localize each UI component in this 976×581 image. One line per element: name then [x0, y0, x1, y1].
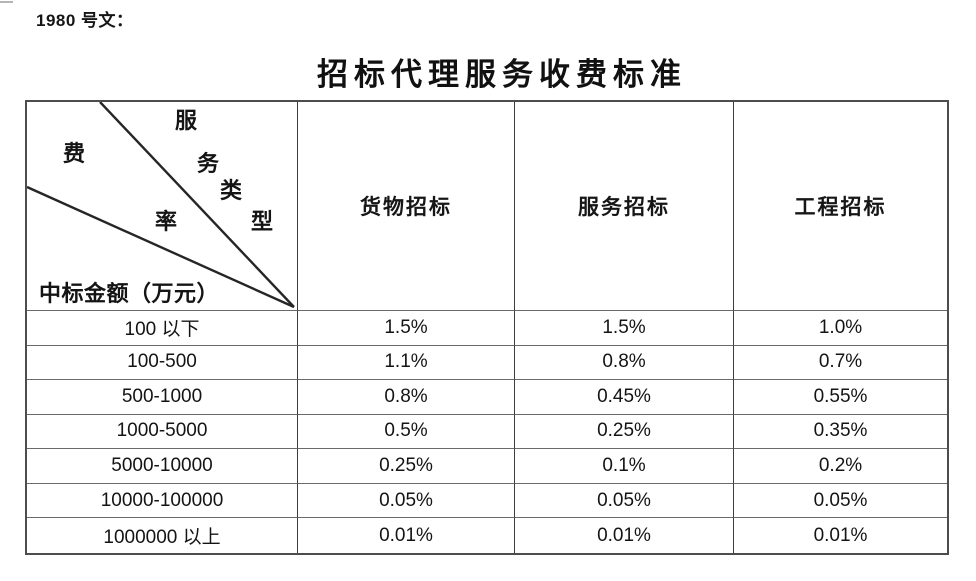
- table-cell: 0.01%: [515, 518, 734, 553]
- scan-edge-artifact: [0, 1, 13, 3]
- table-cell: 0.1%: [515, 449, 734, 484]
- table-cell: 0.25%: [298, 449, 515, 484]
- table-corner-cell: 费 率 服 务 类 型 中标金额（万元）: [27, 102, 298, 311]
- page-title: 招标代理服务收费标准: [317, 57, 687, 92]
- table-cell: 0.8%: [515, 345, 734, 381]
- doc-reference-label: 1980 号文：: [36, 11, 134, 30]
- table-cell: 1.5%: [298, 311, 515, 346]
- row-label: 100-500: [27, 345, 298, 381]
- row-label: 1000000 以上: [27, 518, 298, 553]
- table-cell: 0.25%: [515, 414, 734, 450]
- corner-char-service-2: 务: [197, 151, 220, 176]
- corner-char-service-4: 型: [251, 209, 274, 234]
- corner-bid-amount-label: 中标金额（万元）: [39, 281, 220, 306]
- table-cell: 0.05%: [734, 484, 947, 519]
- diagonal-divider-lines: [27, 102, 295, 309]
- table-cell: 0.01%: [813, 524, 868, 546]
- corner-char-service-1: 服: [175, 108, 198, 133]
- table-cell: 0.35%: [734, 415, 947, 450]
- fee-standard-table: 费 率 服 务 类 型 中标金额（万元） 货物招标 服务招标 工程招标 100 …: [25, 100, 949, 555]
- table-cell: 1.0%: [734, 311, 947, 346]
- table-cell: 0.5%: [298, 414, 515, 450]
- table-cell: 0.05%: [298, 483, 515, 519]
- row-label: 5000-10000: [27, 449, 298, 484]
- table-cell: 0.55%: [734, 380, 947, 415]
- row-label: 1000-5000: [27, 414, 298, 450]
- corner-char-service-3: 类: [220, 178, 243, 203]
- row-label: 10000-100000: [27, 483, 298, 519]
- table-cell: 0.45%: [515, 380, 734, 415]
- corner-char-fee-1: 费: [63, 141, 86, 166]
- column-header-engineering: 工程招标: [734, 102, 947, 311]
- table-cell: 0.8%: [298, 380, 515, 415]
- table-cell: 0.01%: [298, 518, 515, 553]
- row-label: 100 以下: [27, 311, 298, 346]
- table-cell: 1.1%: [298, 345, 515, 381]
- column-header-service: 服务招标: [515, 102, 734, 311]
- table-cell: 1.5%: [515, 311, 734, 346]
- column-header-goods: 货物招标: [298, 102, 515, 311]
- table-cell: 0.7%: [734, 346, 947, 381]
- table-cell: 0.05%: [515, 483, 734, 519]
- corner-char-fee-2: 率: [155, 209, 178, 234]
- table-cell: 0.2%: [734, 449, 947, 484]
- row-label: 500-1000: [27, 380, 298, 415]
